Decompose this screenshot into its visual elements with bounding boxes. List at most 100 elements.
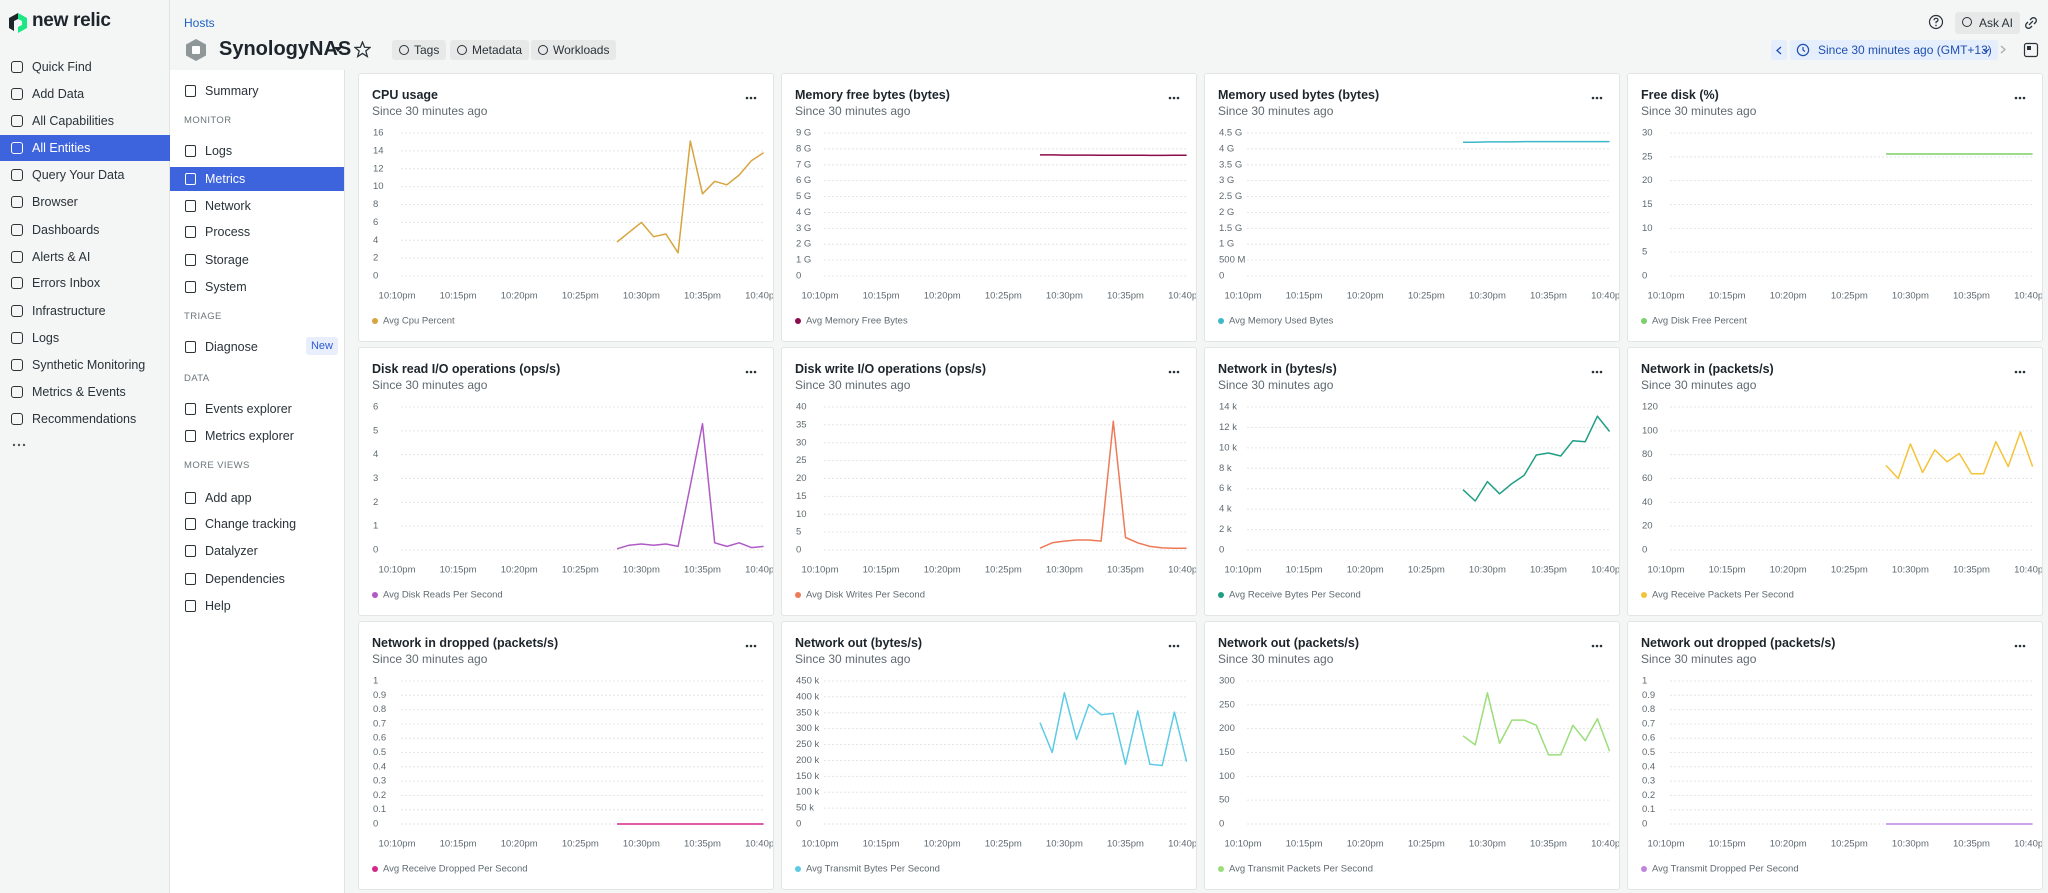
y-tick-label: 6: [373, 217, 378, 228]
side-item[interactable]: Logs: [170, 139, 344, 163]
caret: [1982, 48, 1990, 53]
side-item[interactable]: Network: [170, 194, 344, 218]
side-item[interactable]: Diagnose: [170, 335, 344, 359]
breadcrumb[interactable]: Hosts: [184, 16, 215, 30]
chart-menu[interactable]: [2014, 96, 2026, 100]
chart-plot: 0 1 2 3 4 5 6 10:10pm 10:15pm 10:20pm 10:25pm 10:30…: [372, 370, 773, 601]
chart-menu[interactable]: [1168, 644, 1180, 648]
legend-label[interactable]: Avg Memory Free Bytes: [806, 316, 908, 327]
section-heading: DATA: [184, 373, 210, 384]
x-tick-label: 10:15pm: [440, 565, 477, 576]
side-item[interactable]: Datalyzer: [170, 539, 344, 563]
entity-name[interactable]: SynologyNAS: [219, 38, 352, 60]
menu-dot: [1595, 370, 1599, 374]
x-tick-label: 10:15pm: [1286, 839, 1323, 850]
legend-label[interactable]: Avg Disk Free Percent: [1652, 316, 1747, 327]
legend-label[interactable]: Avg Transmit Bytes Per Second: [806, 864, 940, 875]
nav-item[interactable]: Errors Inbox: [0, 270, 170, 296]
chart-menu[interactable]: [745, 370, 757, 374]
help-icon[interactable]: [1928, 14, 1944, 30]
y-tick-label: 0.7: [373, 718, 386, 729]
y-tick-label: 2 G: [1219, 207, 1234, 218]
nav-item[interactable]: Query Your Data: [0, 162, 170, 188]
time-next[interactable]: [2000, 45, 2006, 54]
x-tick-label: 10:35pm: [1953, 291, 1990, 302]
nav-item[interactable]: Browser: [0, 189, 170, 215]
legend-label[interactable]: Avg Cpu Percent: [383, 316, 455, 327]
side-item[interactable]: Metrics explorer: [170, 424, 344, 448]
side-item[interactable]: Storage: [170, 248, 344, 272]
logo[interactable]: new relic: [32, 10, 111, 31]
side-item[interactable]: Change tracking: [170, 512, 344, 536]
nav-item[interactable]: Add Data: [0, 81, 170, 107]
chart-menu[interactable]: [1591, 96, 1603, 100]
side-item[interactable]: Events explorer: [170, 397, 344, 421]
chart-menu[interactable]: [745, 96, 757, 100]
chart-menu[interactable]: [1168, 370, 1180, 374]
side-item[interactable]: Summary: [170, 79, 344, 103]
x-tick-label: 10:15pm: [440, 291, 477, 302]
side-item[interactable]: Dependencies: [170, 567, 344, 591]
x-tick-label: 10:10pm: [1225, 291, 1262, 302]
y-tick-label: 12 k: [1219, 422, 1237, 433]
chart-card: Memory free bytes (bytes) Since 30 minute…: [781, 73, 1197, 342]
legend-label[interactable]: Avg Disk Writes Per Second: [806, 590, 925, 601]
favorite-star[interactable]: [354, 41, 371, 58]
x-tick-label: 10:35pm: [1953, 839, 1990, 850]
chart-menu[interactable]: [1591, 370, 1603, 374]
nav-item[interactable]: Synthetic Monitoring: [0, 352, 170, 378]
chart-menu[interactable]: [1168, 96, 1180, 100]
legend-label[interactable]: Avg Transmit Dropped Per Second: [1652, 864, 1799, 875]
y-tick-label: 2 G: [796, 239, 811, 250]
y-tick-label: 25: [1642, 151, 1653, 162]
metadata-button[interactable]: Metadata: [450, 40, 530, 60]
legend-label[interactable]: Avg Memory Used Bytes: [1229, 316, 1334, 327]
chart-menu[interactable]: [2014, 644, 2026, 648]
series-line: [616, 422, 764, 550]
time-prev[interactable]: [1771, 40, 1787, 60]
y-tick-label: 16: [373, 128, 384, 139]
side-item[interactable]: System: [170, 275, 344, 299]
side-item[interactable]: Help: [170, 594, 344, 618]
side-item[interactable]: Add app: [170, 486, 344, 510]
nav-item[interactable]: Infrastructure: [0, 298, 170, 324]
nav-item[interactable]: Dashboards: [0, 217, 170, 243]
section-heading: MORE VIEWS: [184, 460, 250, 471]
legend-label[interactable]: Avg Receive Dropped Per Second: [383, 864, 528, 875]
side-item[interactable]: Metrics: [170, 167, 344, 191]
y-tick-label: 0.2: [373, 790, 386, 801]
legend-label[interactable]: Avg Disk Reads Per Second: [383, 590, 503, 601]
nav-item[interactable]: Recommendations: [0, 406, 170, 432]
link-icon[interactable]: [2023, 15, 2039, 31]
x-tick-label: 10:25pm: [562, 839, 599, 850]
nav-item[interactable]: Alerts & AI: [0, 244, 170, 270]
x-tick-label: 10:35pm: [1107, 291, 1144, 302]
menu-dot: [1591, 96, 1595, 100]
time-picker[interactable]: Since 30 minutes ago (GMT+13): [1790, 40, 1998, 60]
chart-menu[interactable]: [2014, 370, 2026, 374]
side-item[interactable]: Process: [170, 220, 344, 244]
y-tick-label: 8 k: [1219, 463, 1232, 474]
nav-item[interactable]: Metrics & Events: [0, 379, 170, 405]
legend-label[interactable]: Avg Transmit Packets Per Second: [1229, 864, 1373, 875]
nav-item[interactable]: Quick Find: [0, 54, 170, 80]
ask-ai-button[interactable]: Ask AI: [1955, 12, 2021, 34]
nav-item[interactable]: All Entities: [0, 135, 170, 161]
x-tick-label: 10:40pm: [1168, 291, 1197, 302]
more-icon[interactable]: [12, 442, 26, 448]
chart-menu[interactable]: [745, 644, 757, 648]
menu-dot: [749, 96, 753, 100]
legend-swatch: [1641, 318, 1647, 324]
nav-item[interactable]: Logs: [0, 325, 170, 351]
legend-label[interactable]: Avg Receive Bytes Per Second: [1229, 590, 1361, 601]
caret[interactable]: [334, 47, 342, 53]
y-tick-label: 4 k: [1219, 504, 1232, 515]
workloads-button[interactable]: Workloads: [531, 40, 617, 60]
layout-icon[interactable]: [2023, 42, 2039, 58]
y-tick-label: 100: [1219, 771, 1235, 782]
tags-button[interactable]: Tags: [392, 40, 447, 60]
x-tick-label: 10:25pm: [1831, 839, 1868, 850]
nav-item[interactable]: All Capabilities: [0, 108, 170, 134]
legend-label[interactable]: Avg Receive Packets Per Second: [1652, 590, 1794, 601]
chart-menu[interactable]: [1591, 644, 1603, 648]
